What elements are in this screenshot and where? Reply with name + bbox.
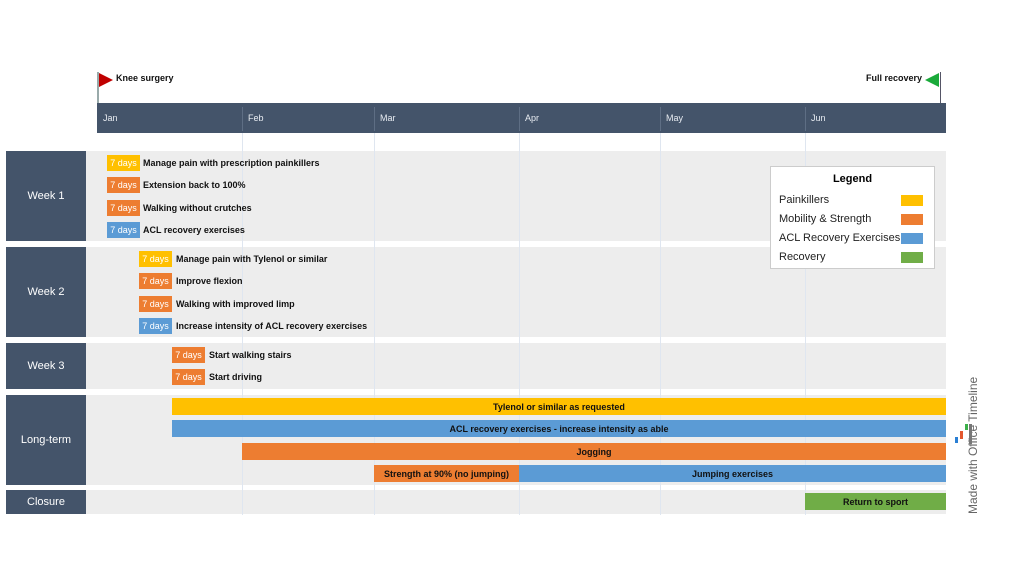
month-divider bbox=[374, 107, 375, 131]
swimlane-closure bbox=[86, 490, 946, 514]
gridline bbox=[519, 133, 520, 515]
group-label: Closure bbox=[6, 490, 86, 514]
task-bar: ACL recovery exercises - increase intens… bbox=[172, 420, 946, 437]
task-label: Increase intensity of ACL recovery exerc… bbox=[176, 321, 368, 331]
watermark-text: Made with Office Timeline bbox=[966, 376, 980, 514]
legend: Legend Painkillers Mobility & Strength A… bbox=[770, 166, 935, 269]
task-duration: 7 days bbox=[139, 318, 172, 334]
legend-swatch bbox=[901, 233, 923, 244]
month-label: Jan bbox=[103, 113, 118, 123]
legend-item: ACL Recovery Exercises bbox=[779, 232, 901, 244]
group-label: Week 3 bbox=[6, 343, 86, 389]
task-label: ACL recovery exercises bbox=[143, 225, 245, 235]
task-bar: Tylenol or similar as requested bbox=[172, 398, 946, 415]
office-timeline-logo-icon bbox=[955, 424, 973, 444]
task-duration: 7 days bbox=[107, 222, 140, 238]
task-label: Walking with improved limp bbox=[176, 299, 295, 309]
month-label: Apr bbox=[525, 113, 540, 123]
task-label: Improve flexion bbox=[176, 276, 243, 286]
group-label: Week 2 bbox=[6, 247, 86, 337]
legend-swatch bbox=[901, 195, 923, 206]
month-divider bbox=[519, 107, 520, 131]
task-duration: 7 days bbox=[172, 369, 205, 385]
month-label: Jun bbox=[811, 113, 826, 123]
task-label: Walking without crutches bbox=[143, 203, 252, 213]
red-flag-icon bbox=[99, 73, 113, 87]
month-label: Mar bbox=[380, 113, 396, 123]
legend-item: Mobility & Strength bbox=[779, 213, 872, 225]
month-divider bbox=[660, 107, 661, 131]
month-divider bbox=[805, 107, 806, 131]
green-flag-icon bbox=[925, 73, 939, 87]
task-label: Start driving bbox=[209, 372, 263, 382]
task-duration: 7 days bbox=[139, 296, 172, 312]
milestone-full-recovery: Full recovery bbox=[866, 73, 923, 83]
legend-title: Legend bbox=[832, 173, 873, 185]
task-duration: 7 days bbox=[107, 155, 140, 171]
task-duration: 7 days bbox=[139, 273, 172, 289]
task-duration: 7 days bbox=[172, 347, 205, 363]
task-bar: Jogging bbox=[242, 443, 946, 460]
gridline bbox=[242, 133, 243, 515]
task-label: Start walking stairs bbox=[209, 350, 292, 360]
watermark: Made with Office Timeline bbox=[966, 377, 980, 514]
milestone-line bbox=[940, 72, 941, 103]
group-label: Long-term bbox=[6, 395, 86, 485]
task-bar: Jumping exercises bbox=[519, 465, 946, 482]
month-label: May bbox=[666, 113, 684, 123]
task-bar: Strength at 90% (no jumping) bbox=[374, 465, 519, 482]
gridline bbox=[805, 133, 806, 515]
task-label: Extension back to 100% bbox=[143, 180, 246, 190]
month-divider bbox=[242, 107, 243, 131]
milestone-line bbox=[97, 72, 99, 103]
task-duration: 7 days bbox=[107, 200, 140, 216]
gridline bbox=[660, 133, 661, 515]
task-bar: Return to sport bbox=[805, 493, 946, 510]
legend-swatch bbox=[901, 252, 923, 263]
month-label: Feb bbox=[248, 113, 264, 123]
legend-item: Painkillers bbox=[779, 194, 830, 206]
month-header: Jan Feb Mar Apr May Jun bbox=[97, 103, 946, 133]
group-label: Week 1 bbox=[6, 151, 86, 241]
swimlane-week-3 bbox=[86, 343, 946, 389]
legend-swatch bbox=[901, 214, 923, 225]
task-duration: 7 days bbox=[139, 251, 172, 267]
gridline bbox=[374, 133, 375, 515]
legend-item: Recovery bbox=[779, 251, 826, 263]
milestone-knee-surgery: Knee surgery bbox=[116, 73, 174, 83]
task-duration: 7 days bbox=[107, 177, 140, 193]
task-label: Manage pain with Tylenol or similar bbox=[176, 254, 328, 264]
task-label: Manage pain with prescription painkiller… bbox=[143, 158, 320, 168]
